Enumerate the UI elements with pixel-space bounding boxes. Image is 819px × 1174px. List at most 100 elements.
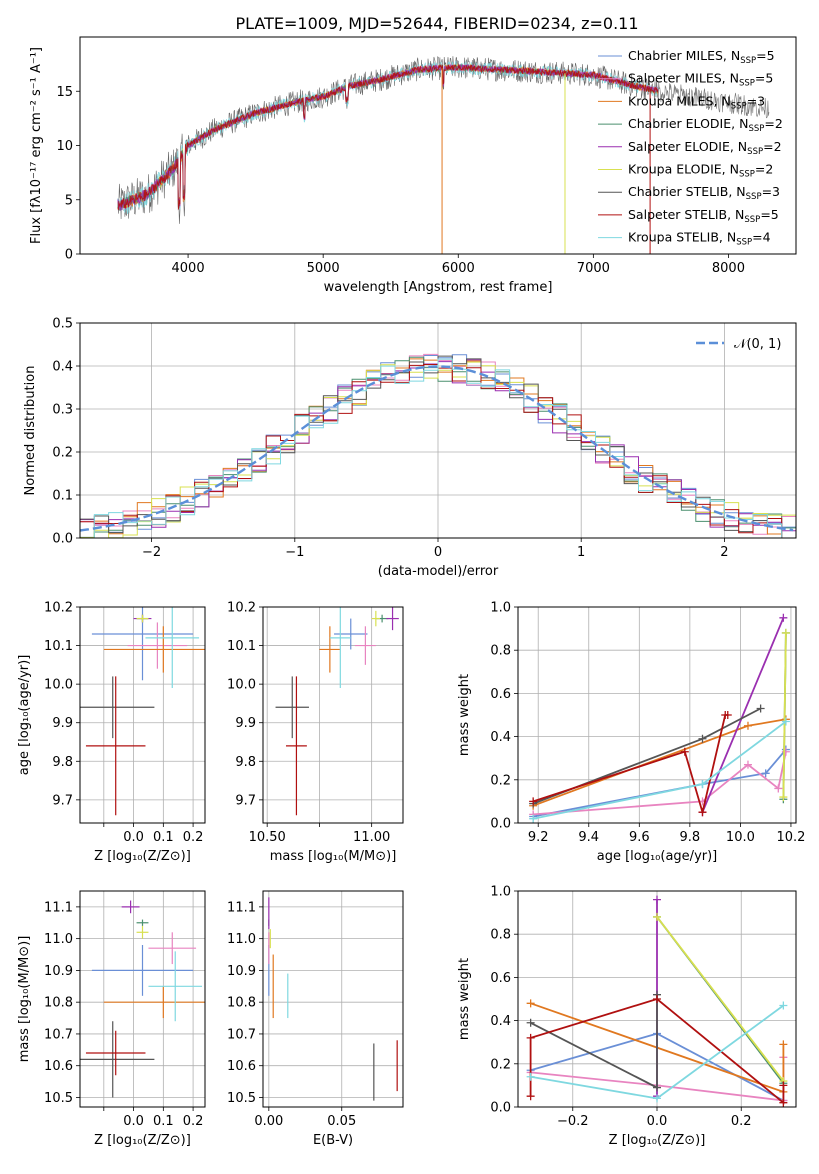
age_vs_mass-ytick-label: 9.8 (235, 755, 256, 770)
massweight_vs_z-marker-kroupa_elodie (653, 912, 661, 921)
residuals-xtick-label: 0 (434, 545, 442, 560)
legend-label-chabrier_miles: Chabrier MILES, NSSP=5 (628, 48, 775, 66)
massweight_vs_z-marker-salpeter_stelib (526, 1092, 535, 1101)
massweight_vs_z-marker-kroupa_stelib (526, 1072, 535, 1081)
legend-label-chabrier_elodie: Chabrier ELODIE, NSSP=2 (628, 116, 783, 134)
age_vs_z-xtick-label: 0.2 (183, 830, 204, 845)
mass_vs_ebv-axes: 0.00 0.05 10.5 10.6 10.7 10.8 10.9 11.0 11.1 E(B-… (227, 891, 403, 1148)
mass_vs_z-axes: 0.0 0.1 0.2 10.5 10.6 10.7 10.8 10.9 11.0 11.1 Z [… (17, 891, 205, 1148)
massweight_vs_z-ytick-label: 1.0 (490, 885, 511, 900)
mass_vs_ebv-ytick-label: 10.5 (227, 1091, 256, 1106)
massweight_vs_z-series (526, 895, 788, 1107)
mass_vs_z-ytick-label: 10.9 (44, 964, 73, 979)
residuals-ytick-label: 0.4 (52, 360, 73, 375)
legend-label-kroupa_miles: Kroupa MILES, NSSP=3 (628, 93, 765, 111)
mass_vs_z-ytick-label: 10.6 (44, 1059, 73, 1074)
residuals-ytick-label: 0.5 (52, 317, 73, 332)
residual-legend: 𝒩(0, 1) (696, 337, 781, 352)
age_vs_z-frame (79, 606, 206, 824)
mass_vs_ebv-xtick-label: 0.00 (254, 1114, 283, 1129)
massweight_vs_age-ylabel: mass weight (457, 674, 472, 756)
massweight_vs_age-ytick-label: 0.4 (490, 730, 511, 745)
massweight_vs_age-series (529, 613, 790, 823)
mass_vs_z-xtick-label: 0.1 (153, 1114, 174, 1129)
massweight_vs_age-marker-kroupa_miles (743, 721, 752, 730)
spectrum-xlabel: wavelength [Angstrom, rest frame] (324, 280, 553, 295)
mass_vs_ebv-frame (262, 890, 404, 1108)
age_vs_z-ytick-label: 10.2 (44, 601, 73, 616)
massweight_vs_age-xlabel: age [log₁₀(age/yr)] (597, 849, 718, 864)
spectrum-xtick-label: 4000 (172, 261, 205, 276)
massweight_vs_z-marker-kroupa_miles (526, 999, 535, 1008)
spectrum-line-salpeter_elodie (117, 63, 659, 211)
age_vs_z-ytick-label: 9.9 (52, 716, 73, 731)
massweight_vs_age-ytick-label: 0.6 (490, 687, 511, 702)
normal-curve (80, 365, 794, 532)
massweight_vs_age-marker-kroupa_elodie (779, 793, 788, 802)
massweight_vs_age-line-kroupa_elodie (782, 632, 787, 798)
massweight_vs_age-marker-salpeter_stelib (529, 797, 538, 806)
mass_vs_z-ylabel: mass [log₁₀(M/M⊙)] (17, 936, 32, 1063)
spectrum-axes: 4000 5000 6000 7000 8000 0 5 10 15 wavelength [An… (29, 47, 745, 295)
mass_vs_ebv-ytick-label: 10.7 (227, 1027, 256, 1042)
age_vs_z-ylabel: age [log₁₀(age/yr)] (17, 655, 32, 776)
mass_vs_z-xlabel: Z [log₁₀(Z/Z⊙)] (94, 1133, 191, 1148)
massweight_vs_age-xtick-label: 9.6 (629, 830, 650, 845)
spectrum-ytick-label: 5 (65, 193, 73, 208)
mass_vs_ebv-series (268, 897, 398, 1101)
massweight_vs_age-ytick-label: 0.8 (490, 644, 511, 659)
mass_vs_z-ytick-label: 11.1 (44, 900, 73, 915)
legend-label-salpeter_miles: Salpeter MILES, NSSP=5 (628, 71, 773, 89)
age_vs_z-ytick-label: 9.7 (52, 793, 73, 808)
spectrum-frame (79, 36, 797, 255)
massweight_vs_age-xtick-label: 10.0 (726, 830, 755, 845)
mass_vs_ebv-ytick-label: 11.0 (227, 932, 256, 947)
massweight_vs_age-xtick-label: 9.4 (578, 830, 599, 845)
massweight_vs_z-ytick-label: 0.2 (490, 1057, 511, 1072)
massweight_vs_age-marker-salpeter_miles (743, 760, 752, 769)
residuals-xtick-label: −1 (285, 545, 304, 560)
age_vs_mass-ytick-label: 9.7 (235, 793, 256, 808)
residuals-xlabel: (data-model)/error (378, 564, 499, 579)
massweight_vs_z-xlabel: Z [log₁₀(Z/Z⊙)] (609, 1133, 706, 1148)
massweight_vs_z-axes: −0.2 0.0 0.2 0.0 0.2 0.4 0.6 0.8 1.0 Z [log₁₀(Z/Z… (457, 885, 796, 1148)
spectrum-line-salpeter_stelib (117, 63, 659, 211)
massweight_vs_z-marker-chabrier_stelib (526, 1018, 535, 1027)
residuals-xtick-label: 2 (720, 545, 728, 560)
massweight_vs_age-marker-kroupa_stelib (698, 780, 707, 789)
spectrum-xtick-label: 5000 (307, 261, 340, 276)
mass_vs_z-xtick-label: 0.0 (123, 1114, 144, 1129)
massweight_vs_z-ytick-label: 0.4 (490, 1014, 511, 1029)
massweight_vs_age-marker-salpeter_stelib (723, 711, 732, 719)
spectrum-legend: Chabrier MILES, NSSP=5 Salpeter MILES, NS… (598, 48, 783, 248)
massweight_vs_z-xtick-label: 0.2 (731, 1114, 752, 1129)
age_vs_mass-series (275, 607, 399, 816)
massweight_vs_age-marker-kroupa_stelib (781, 717, 790, 726)
massweight_vs_z-ytick-label: 0.8 (490, 928, 511, 943)
massweight_vs_z-marker-salpeter_stelib (779, 1098, 788, 1107)
age_vs_mass-xtick-label: 10.50 (249, 830, 286, 845)
massweight_vs_z-xtick-label: 0.0 (647, 1114, 668, 1129)
massweight_vs_age-marker-kroupa_elodie (781, 628, 790, 637)
age_vs_z-xtick-label: 0.0 (123, 830, 144, 845)
age_vs_z-xlabel: Z [log₁₀(Z/Z⊙)] (94, 849, 191, 864)
age_vs_mass-ytick-label: 10.0 (227, 678, 256, 693)
massweight_vs_age-marker-salpeter_stelib (680, 747, 689, 756)
massweight_vs_z-marker-salpeter_stelib (526, 1033, 535, 1042)
massweight_vs_z-ytick-label: 0.0 (490, 1101, 511, 1116)
age_vs_z-series (80, 607, 205, 816)
massweight_vs_age-xtick-label: 9.2 (528, 830, 549, 845)
age_vs_z-ytick-label: 10.1 (44, 639, 73, 654)
legend-label-salpeter_elodie: Salpeter ELODIE, NSSP=2 (628, 139, 782, 157)
spectrum-xtick-label: 8000 (712, 261, 745, 276)
massweight_vs_age-marker-salpeter_stelib (698, 808, 707, 817)
massweight_vs_age-marker-kroupa_stelib (529, 814, 538, 823)
massweight_vs_age-ytick-label: 0.2 (490, 773, 511, 788)
massweight_vs_age-marker-chabrier_miles (761, 769, 770, 778)
legend-label-normal: 𝒩(0, 1) (734, 337, 781, 352)
residuals-ytick-label: 0.2 (52, 446, 73, 461)
residual-series (80, 353, 796, 538)
mass_vs_ebv-ytick-label: 11.1 (227, 900, 256, 915)
massweight_vs_z-xtick-label: −0.2 (557, 1114, 589, 1129)
